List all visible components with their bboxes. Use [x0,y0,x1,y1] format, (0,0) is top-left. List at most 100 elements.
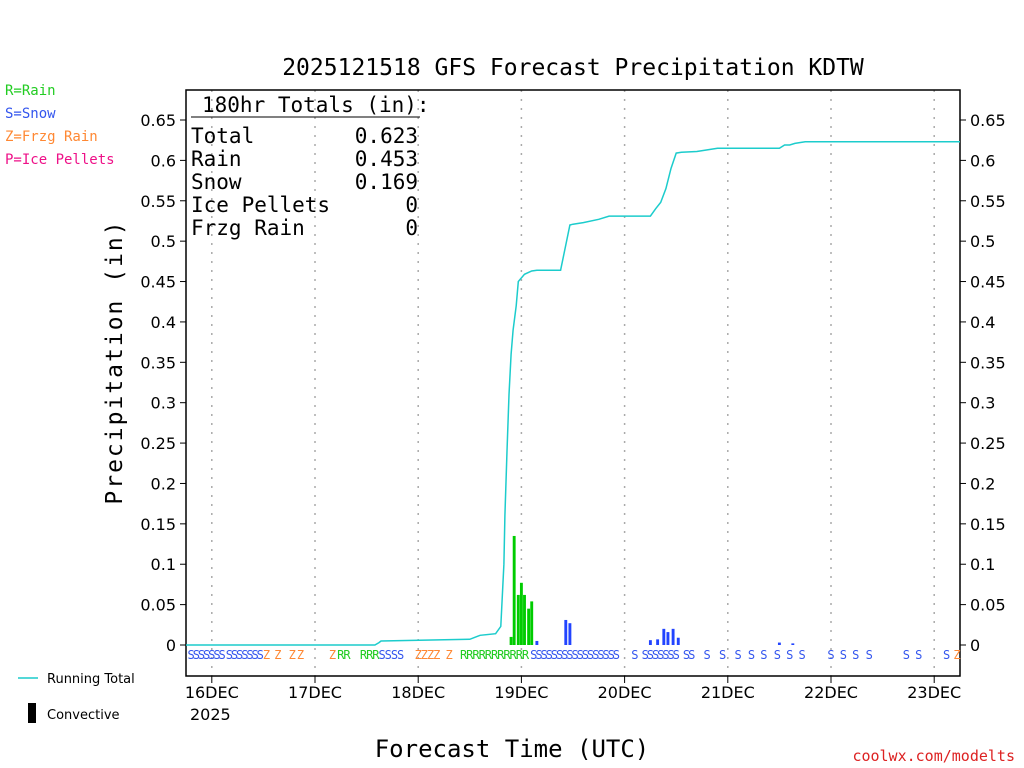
year-label: 2025 [190,705,231,724]
ptype-marker: S [246,648,253,662]
y-tick-label-right: 0.2 [970,474,995,493]
y-axis-title: Precipitation (in) [102,219,128,504]
ptype-marker: R [472,648,480,662]
y-axis-left: 0 0.05 0.1 0.15 0.2 0.25 0.3 0.35 0.4 0.45 0.5 0.55… [140,111,186,655]
y-axis-right: 0 0.05 0.1 0.15 0.2 0.25 0.3 0.35 0.4 0.45 0.5 0.55… [960,111,1006,655]
ptype-marker: S [198,648,205,662]
y-tick-label-right: 0.45 [970,273,1006,292]
chart-title: 2025121518 GFS Forecast Precipitation KD… [282,55,864,81]
ptype-marker: S [735,648,742,662]
totals-header: 180hr Totals (in): [202,93,430,117]
y-tick-label-left: 0.6 [151,151,176,170]
ptype-marker: S [760,648,767,662]
convective-legend-label: Convective [47,708,120,723]
precip-bar-rain [516,594,520,645]
ptype-marker: S [397,648,404,662]
ptype-marker: S [203,648,210,662]
ptype-marker: S [704,648,711,662]
x-tick-label-19DEC: 19DEC [494,683,548,702]
ptype-marker: S [188,648,195,662]
precip-bar-snow [662,628,666,645]
ptype-marker: S [540,648,547,662]
ptype-marker: S [943,648,950,662]
series-legend: Running Total Convective [18,672,135,723]
precip-bar-rain [512,535,516,645]
ptype-marker: R [510,648,518,662]
ptype-marker: Z [421,648,428,662]
ptype-marker: S [647,648,654,662]
totals-value: 0 [405,216,418,240]
totals-label: Frzg Rain [191,216,305,240]
x-tick-label-21DEC: 21DEC [701,683,755,702]
ptype-marker: S [252,648,259,662]
y-tick-label-right: 0 [970,636,980,655]
ptype-marker: S [241,648,248,662]
y-tick-label-right: 0.1 [970,555,995,574]
ptype-marker: S [667,648,674,662]
ptype-marker: S [226,648,233,662]
plot-frame [185,89,961,677]
x-tick-label-17DEC: 17DEC [288,683,342,702]
precip-bar-rain [530,601,534,645]
ptype-marker: Z [415,648,422,662]
ptype-marker: S [903,648,910,662]
ptype-marker: S [827,648,834,662]
ptype-marker: S [378,648,385,662]
y-tick-label-left: 0.05 [140,596,176,615]
ptype-marker: S [652,648,659,662]
ptype-marker: R [491,648,499,662]
ptype-marker: S [571,648,578,662]
precip-bar-rain [527,608,531,645]
precip-bar-snow [535,640,539,645]
ptype-marker: S [608,648,615,662]
running-total-legend-label: Running Total [47,672,135,687]
ptype-marker: R [516,648,524,662]
ptype-marker: Z [274,648,281,662]
ptype-marker: S [798,648,805,662]
precip-bar-snow [564,619,568,645]
x-axis: 16DEC 17DEC 18DEC 19DEC 20DEC 21DEC 22DEC 23DEC [185,676,961,702]
ptype-marker: S [719,648,726,662]
y-tick-label-left: 0.1 [151,555,176,574]
ptype-marker: S [551,648,558,662]
legend-entry: Z=Frzg Rain [5,129,98,145]
ptype-marker: Z [433,648,440,662]
ptype-marker: S [385,648,392,662]
y-tick-label-right: 0.3 [970,394,995,413]
ptype-marker: Z [297,648,304,662]
legend-entry: P=Ice Pellets [5,152,115,168]
totals-label: Snow [191,170,242,194]
ptype-marker: S [391,648,398,662]
ptype-marker: S [688,648,695,662]
ptype-marker: R [497,648,505,662]
ptype-marker: S [786,648,793,662]
totals-value: 0.169 [355,170,418,194]
y-tick-label-right: 0.35 [970,353,1006,372]
ptype-marker: S [587,648,594,662]
ptype-marker: R [337,648,345,662]
y-tick-label-right: 0.55 [970,192,1006,211]
ptype-marker: S [613,648,620,662]
ptype-marker: S [582,648,589,662]
x-tick-label-20DEC: 20DEC [598,683,652,702]
ptype-marker: S [683,648,690,662]
legend-entry: R=Rain [5,83,56,99]
totals-value: 0 [405,193,418,217]
ptype-marker: S [231,648,238,662]
totals-value: 0.453 [355,147,418,171]
ptype-marker: R [372,648,380,662]
ptype-marker: S [602,648,609,662]
credit-text: coolwx.com/modelts [852,747,1015,765]
ptype-marker: S [561,648,568,662]
y-tick-label-left: 0.5 [151,232,176,251]
precip-bar-snow [676,637,680,645]
ptype-marker: S [566,648,573,662]
x-tick-label-16DEC: 16DEC [185,683,239,702]
y-tick-label-left: 0.3 [151,394,176,413]
ptype-marker: S [236,648,243,662]
running-total-line [186,141,960,646]
ptype-marker: S [597,648,604,662]
precip-bar-snow [671,628,675,645]
y-tick-label-left: 0 [166,636,176,655]
